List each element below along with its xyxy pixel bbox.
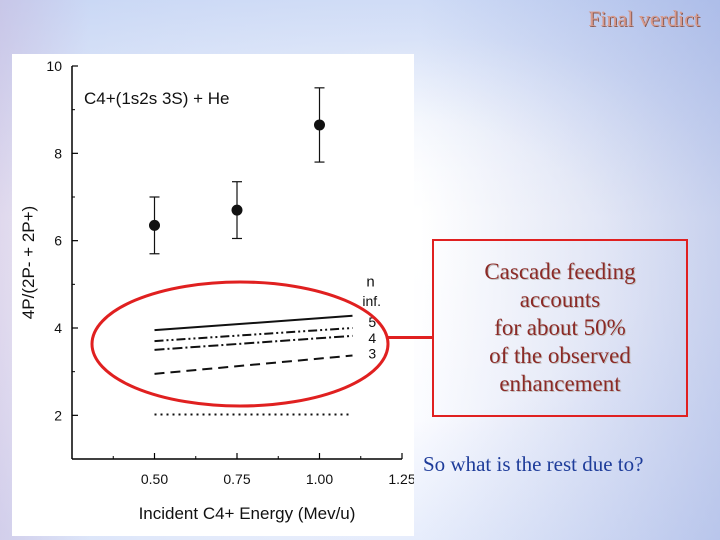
y-tick-label: 2 <box>54 407 62 423</box>
question-text: So what is the rest due to? <box>423 452 644 476</box>
theory-line-inf <box>154 314 353 332</box>
callout-connector <box>388 336 434 339</box>
y-tick-label: 8 <box>54 145 62 161</box>
legend-title: n <box>366 274 374 291</box>
legend-label: 4 <box>368 330 376 346</box>
x-tick-label: 1.25 <box>388 471 414 487</box>
slide-decoration-right <box>420 0 720 540</box>
data-point <box>314 119 325 131</box>
points-layer <box>149 87 325 255</box>
y-tick-label: 4 <box>54 320 62 336</box>
x-tick-label: 0.50 <box>141 471 168 487</box>
chart-panel: 2 4 6 8 10 0.50 0.75 1.00 1.25 Incident C4+ Energ… <box>12 54 414 536</box>
x-tick-label: 1.00 <box>306 471 333 487</box>
data-point <box>231 204 243 216</box>
x-axis-label: Incident C4+ Energy (Mev/u) <box>139 504 356 523</box>
axes-layer: 2 4 6 8 10 0.50 0.75 1.00 1.25 Incident C4+ Energ… <box>19 58 414 523</box>
callout-text: Cascade feeding accounts for about 50% o… <box>484 258 636 397</box>
legend-label: 5 <box>368 314 376 330</box>
y-axis-label: 4P/(2P- + 2P+) <box>19 206 38 319</box>
lines-layer <box>154 314 353 416</box>
highlight-ellipse <box>90 280 390 408</box>
legend-label: inf. <box>362 293 381 309</box>
x-tick-label: 0.75 <box>223 471 250 487</box>
data-point <box>149 219 160 231</box>
callout-box: Cascade feeding accounts for about 50% o… <box>432 239 688 417</box>
chart-annotation: C4+(1s2s 3S) + He <box>84 89 230 108</box>
theory-line-3 <box>154 354 353 375</box>
slide-title: Final verdict <box>588 6 700 31</box>
theory-line-4 <box>154 334 353 351</box>
legend-label: 3 <box>368 346 376 362</box>
labels-layer: C4+(1s2s 3S) + He n inf. 543 <box>84 89 381 362</box>
chart-svg: 2 4 6 8 10 0.50 0.75 1.00 1.25 Incident C4+ Energ… <box>19 58 414 523</box>
theory-line-5 <box>154 327 353 343</box>
y-tick-label: 6 <box>54 233 62 249</box>
y-tick-label: 10 <box>46 58 62 74</box>
